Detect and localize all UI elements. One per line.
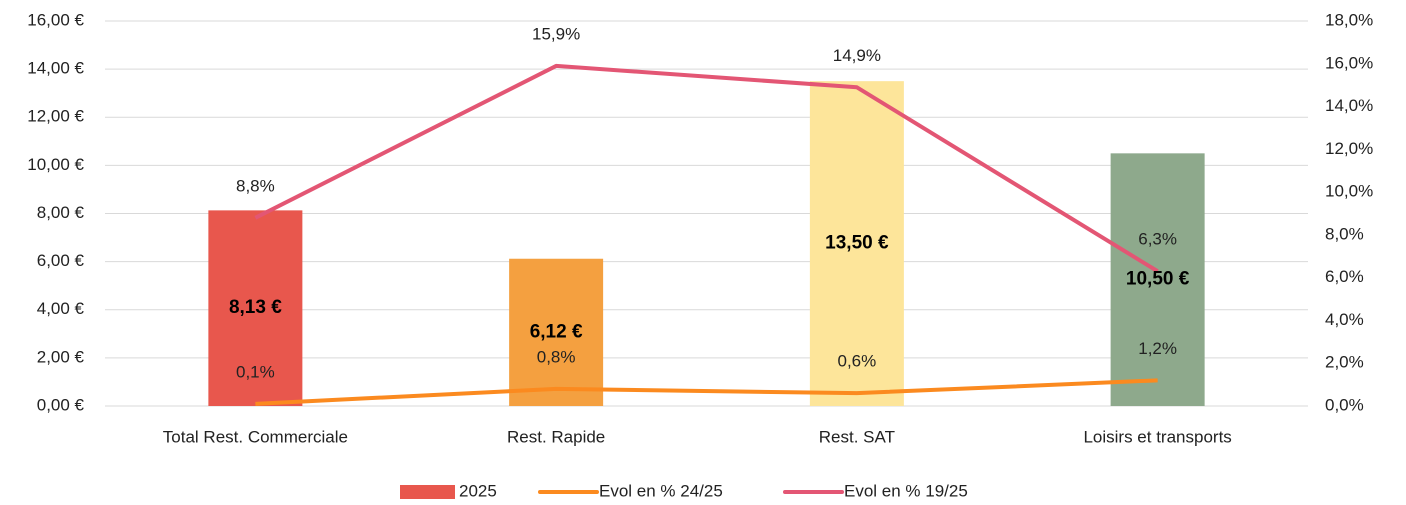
y-tick-label: 2,00 € — [37, 347, 85, 366]
y2-tick-label: 12,0% — [1325, 139, 1373, 158]
bar — [509, 258, 604, 406]
data-label: 10,50 € — [1126, 269, 1190, 290]
line — [254, 63, 1159, 273]
y2-tick-label: 0,0% — [1325, 395, 1364, 414]
data-label: 8,8% — [236, 176, 275, 195]
data-label: 6,12 € — [530, 321, 583, 342]
y2-tick-label: 18,0% — [1325, 10, 1373, 29]
bar — [809, 81, 904, 406]
data-label: 0,1% — [236, 362, 275, 381]
data-label: 0,6% — [838, 352, 877, 371]
legend-label: Evol en % 19/25 — [844, 481, 968, 500]
y2-tick-label: 4,0% — [1325, 310, 1364, 329]
y-tick-label: 4,00 € — [37, 299, 85, 318]
y-tick-label: 10,00 € — [27, 155, 84, 174]
legend-swatch — [400, 485, 455, 499]
bar — [1110, 153, 1205, 406]
y2-tick-label: 10,0% — [1325, 182, 1373, 201]
data-label: 6,3% — [1138, 230, 1177, 249]
x-tick-label: Total Rest. Commerciale — [163, 427, 348, 446]
y-tick-label: 16,00 € — [27, 10, 84, 29]
y-tick-label: 0,00 € — [37, 395, 85, 414]
x-tick-label: Loisirs et transports — [1083, 427, 1231, 446]
bar — [208, 210, 303, 406]
data-label: 8,13 € — [229, 297, 282, 318]
y-tick-label: 12,00 € — [27, 107, 84, 126]
x-tick-label: Rest. Rapide — [507, 427, 605, 446]
y2-tick-label: 8,0% — [1325, 224, 1364, 243]
y-tick-label: 14,00 € — [27, 59, 84, 78]
data-label: 13,50 € — [825, 233, 889, 254]
y2-tick-label: 6,0% — [1325, 267, 1364, 286]
y2-tick-label: 16,0% — [1325, 53, 1373, 72]
line — [255, 378, 1158, 406]
x-tick-label: Rest. SAT — [819, 427, 895, 446]
data-label: 14,9% — [833, 46, 881, 65]
data-label: 0,8% — [537, 347, 576, 366]
data-label: 1,2% — [1138, 339, 1177, 358]
data-label: 15,9% — [532, 24, 580, 43]
legend-label: Evol en % 24/25 — [599, 481, 723, 500]
y2-tick-label: 14,0% — [1325, 96, 1373, 115]
y-tick-label: 8,00 € — [37, 203, 85, 222]
legend-label: 2025 — [459, 481, 497, 500]
y-tick-label: 6,00 € — [37, 251, 85, 270]
y2-tick-label: 2,0% — [1325, 353, 1364, 372]
